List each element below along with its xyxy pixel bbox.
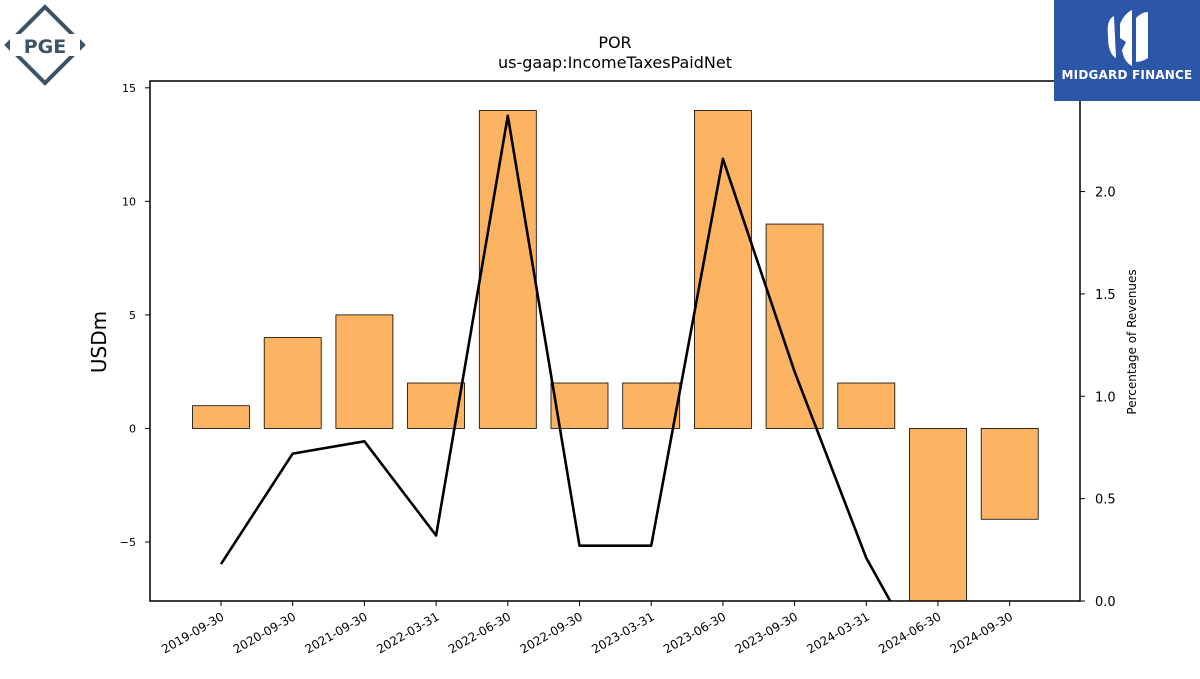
- midgard-logo-mark: [1107, 10, 1148, 66]
- pge-logo-mark: PGE: [4, 4, 86, 86]
- pge-logo-text: PGE: [24, 36, 67, 58]
- x-tick-label: 2022-06-30: [446, 609, 513, 656]
- x-tick-label: 2024-03-31: [804, 609, 871, 656]
- y2-tick-label: 1.5: [1095, 288, 1116, 303]
- y-tick-label: 5: [129, 309, 136, 322]
- y-tick-label: 15: [122, 82, 136, 95]
- bar-2023-03-31: [622, 382, 681, 429]
- x-tick-label: 2021-09-30: [302, 609, 369, 656]
- bar-2020-09-30: [263, 337, 322, 429]
- bar-2024-09-30: [980, 428, 1039, 520]
- x-tick-label: 2023-09-30: [733, 609, 800, 656]
- y2-axis-label: Percentage of Revenues: [1125, 269, 1139, 414]
- y2-tick-label: 0.5: [1095, 493, 1116, 508]
- midgard-finance-logo: MIDGARD FINANCE: [1054, 0, 1200, 101]
- bar-2023-09-30: [765, 223, 824, 429]
- x-tick-label: 2020-09-30: [231, 609, 298, 656]
- y-tick-label: 10: [122, 195, 136, 208]
- bar-2021-09-30: [335, 314, 394, 429]
- pge-logo: PGE: [4, 4, 86, 86]
- y2-tick-label: 1.0: [1095, 390, 1116, 405]
- plot-frame: [149, 80, 1081, 602]
- x-tick-label: 2024-06-30: [876, 609, 943, 656]
- y-tick-label: −5: [120, 536, 136, 549]
- x-tick-label: 2023-03-31: [589, 609, 656, 656]
- x-tick-label: 2022-03-31: [374, 609, 441, 656]
- midgard-logo-text: MIDGARD FINANCE: [1061, 68, 1193, 82]
- bar-2024-06-30: [909, 428, 967, 601]
- bar-2022-06-30: [478, 110, 537, 429]
- x-tick-label: 2024-09-30: [948, 609, 1015, 656]
- bar-2024-03-31: [837, 382, 896, 429]
- bar-2019-09-30: [192, 405, 250, 429]
- y-axis-label: USDm: [87, 311, 111, 373]
- y-tick-label: 0: [129, 422, 136, 435]
- y2-tick-label: 2.0: [1095, 186, 1116, 201]
- chart-subtitle: us-gaap:IncomeTaxesPaidNet: [498, 53, 732, 72]
- bars-layer: [192, 110, 1039, 601]
- x-tick-label: 2019-09-30: [159, 609, 226, 656]
- x-tick-label: 2023-06-30: [661, 609, 728, 656]
- y2-tick-label: 0.0: [1095, 595, 1116, 610]
- bar-2022-09-30: [550, 382, 609, 429]
- chart-title: POR: [598, 33, 631, 52]
- x-tick-label: 2022-09-30: [518, 609, 585, 656]
- line-layer: [219, 114, 892, 601]
- revenue-pct-line: [219, 114, 892, 601]
